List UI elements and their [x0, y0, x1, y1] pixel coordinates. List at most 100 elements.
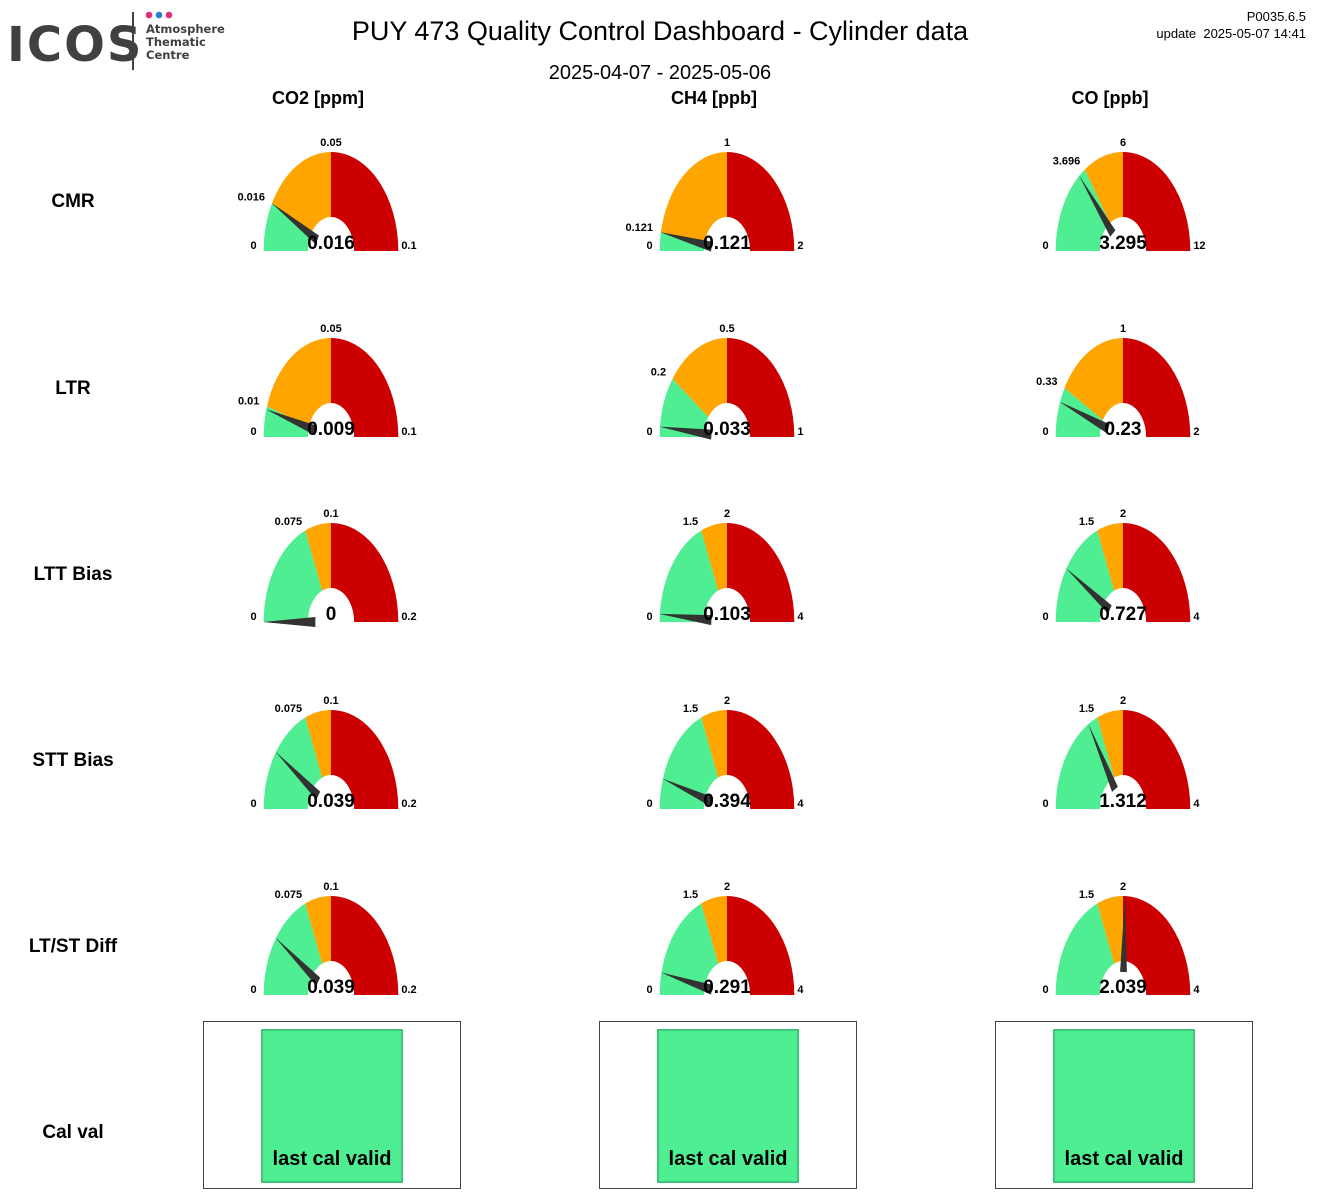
gauge-red-zone: [727, 338, 795, 437]
gauge-red-zone: [331, 523, 399, 622]
gauge: [1055, 523, 1191, 622]
logo-dot-1: [145, 11, 153, 19]
gauge-max-label: 2: [1193, 426, 1199, 438]
gauge-green-zone: [659, 717, 719, 809]
gauge-max-label: 0.1: [401, 240, 416, 252]
row-label: CMR: [51, 191, 95, 212]
gauge-orange-zone: [1097, 895, 1123, 964]
gauge-min-label: 0: [647, 240, 653, 252]
gauge-min-label: 0: [1043, 611, 1049, 623]
gauge: [1055, 895, 1191, 995]
column-header: CO [ppb]: [1072, 88, 1149, 108]
gauge-red-zone: [1123, 152, 1191, 251]
gauge-max-label: 0.1: [401, 426, 416, 438]
gauge-min-label: 0: [647, 984, 653, 996]
gauge-threshold-label: 0.05: [320, 323, 341, 335]
gauge: [263, 896, 399, 995]
gauge-red-zone: [331, 338, 399, 437]
gauge-max-label: 4: [797, 611, 804, 623]
gauge-threshold-label: 0.1: [323, 508, 338, 520]
column-header: CH4 [ppb]: [671, 88, 757, 108]
gauge-needle: [660, 232, 713, 252]
gauge-needle: [1065, 567, 1112, 614]
gauge-green-zone: [659, 378, 709, 437]
cal-status-indicator: [261, 1029, 403, 1183]
gauge-value: 0.121: [703, 233, 751, 254]
gauge: [263, 152, 399, 251]
logo-dot-2: [155, 11, 163, 19]
gauge-max-label: 0.2: [401, 798, 416, 810]
gauge-needle: [1078, 175, 1116, 237]
gauge-value: 0.291: [703, 977, 751, 998]
row-label: STT Bias: [32, 750, 113, 771]
gauge: [659, 152, 795, 252]
cal-val-box: last cal valid: [995, 1021, 1253, 1189]
gauge-green-zone: [1055, 169, 1110, 251]
gauge-needle: [662, 778, 714, 807]
logo-sub-3: Centre: [146, 48, 190, 62]
gauge-min-label: 0: [251, 240, 257, 252]
gauge-threshold-label: 2: [724, 695, 730, 707]
logo-dot-3: [165, 11, 173, 19]
version-label: P0035.6.5: [1246, 9, 1306, 24]
gauge: [263, 710, 399, 809]
gauge-value: 2.039: [1099, 977, 1147, 998]
gauge-threshold-label: 2: [1120, 508, 1126, 520]
gauge-min-label: 0: [647, 426, 653, 438]
gauge-orange-zone: [701, 523, 727, 591]
gauge-red-zone: [1123, 523, 1191, 622]
gauge-red-zone: [331, 152, 399, 251]
gauge-needle: [660, 972, 713, 995]
gauge-needle: [265, 409, 317, 436]
gauge-green-zone: [263, 203, 311, 251]
gauge-orange-zone: [672, 337, 727, 418]
gauge-threshold-label: 0.33: [1036, 376, 1057, 388]
gauge-orange-zone: [266, 338, 331, 427]
gauge-threshold-label: 6: [1120, 137, 1126, 149]
gauge-min-label: 0: [647, 611, 653, 623]
gauge-green-zone: [263, 530, 323, 622]
row-label: LTT Bias: [34, 564, 113, 585]
gauge-threshold-label: 2: [1120, 695, 1126, 707]
logo-sub-2: Thematic: [146, 35, 206, 49]
date-range: 2025-04-07 - 2025-05-06: [548, 62, 772, 84]
gauge-min-label: 0: [251, 611, 257, 623]
gauge-red-zone: [331, 896, 399, 995]
gauge-red-zone: [727, 152, 795, 251]
gauge-value: 0.103: [703, 604, 751, 625]
cal-status-text: last cal valid: [668, 1148, 788, 1170]
gauge-needle: [1088, 723, 1118, 792]
gauge-value: 0.039: [307, 791, 355, 812]
gauge-threshold-label: 0.075: [275, 889, 303, 901]
gauge: [659, 523, 795, 626]
gauge-max-label: 2: [797, 240, 803, 252]
gauge-needle: [1059, 401, 1110, 434]
gauge: [1055, 337, 1191, 437]
gauge-red-zone: [331, 710, 399, 809]
cal-status-indicator: [1053, 1029, 1195, 1183]
gauge-orange-zone: [701, 896, 727, 964]
gauge-min-label: 0: [251, 798, 257, 810]
row-label: LT/ST Diff: [29, 936, 118, 957]
gauge: [263, 338, 399, 437]
gauge-threshold-label: 0.075: [275, 516, 303, 528]
dashboard-title: PUY 473 Quality Control Dashboard - Cyli…: [351, 16, 969, 46]
gauge-threshold-label: 2: [724, 881, 730, 893]
gauge-value: 0.039: [307, 977, 355, 998]
row-label: LTR: [55, 378, 91, 399]
gauge-value: 3.295: [1099, 233, 1147, 254]
gauge-max-label: 12: [1193, 240, 1205, 252]
gauge-value: 0.009: [307, 419, 355, 440]
logo-sub-1: Atmosphere: [146, 22, 225, 36]
gauge-orange-zone: [701, 710, 727, 778]
gauge-red-zone: [727, 710, 795, 809]
gauge-red-zone: [1123, 338, 1191, 437]
cal-val-box: last cal valid: [599, 1021, 857, 1189]
gauge-orange-zone: [660, 152, 727, 245]
gauge-value: 0.394: [703, 791, 751, 812]
gauge-threshold-label: 1.5: [1079, 516, 1094, 528]
gauge-needle: [659, 426, 712, 440]
gauge-red-zone: [1123, 896, 1191, 995]
gauge-threshold-label: 2: [724, 508, 730, 520]
